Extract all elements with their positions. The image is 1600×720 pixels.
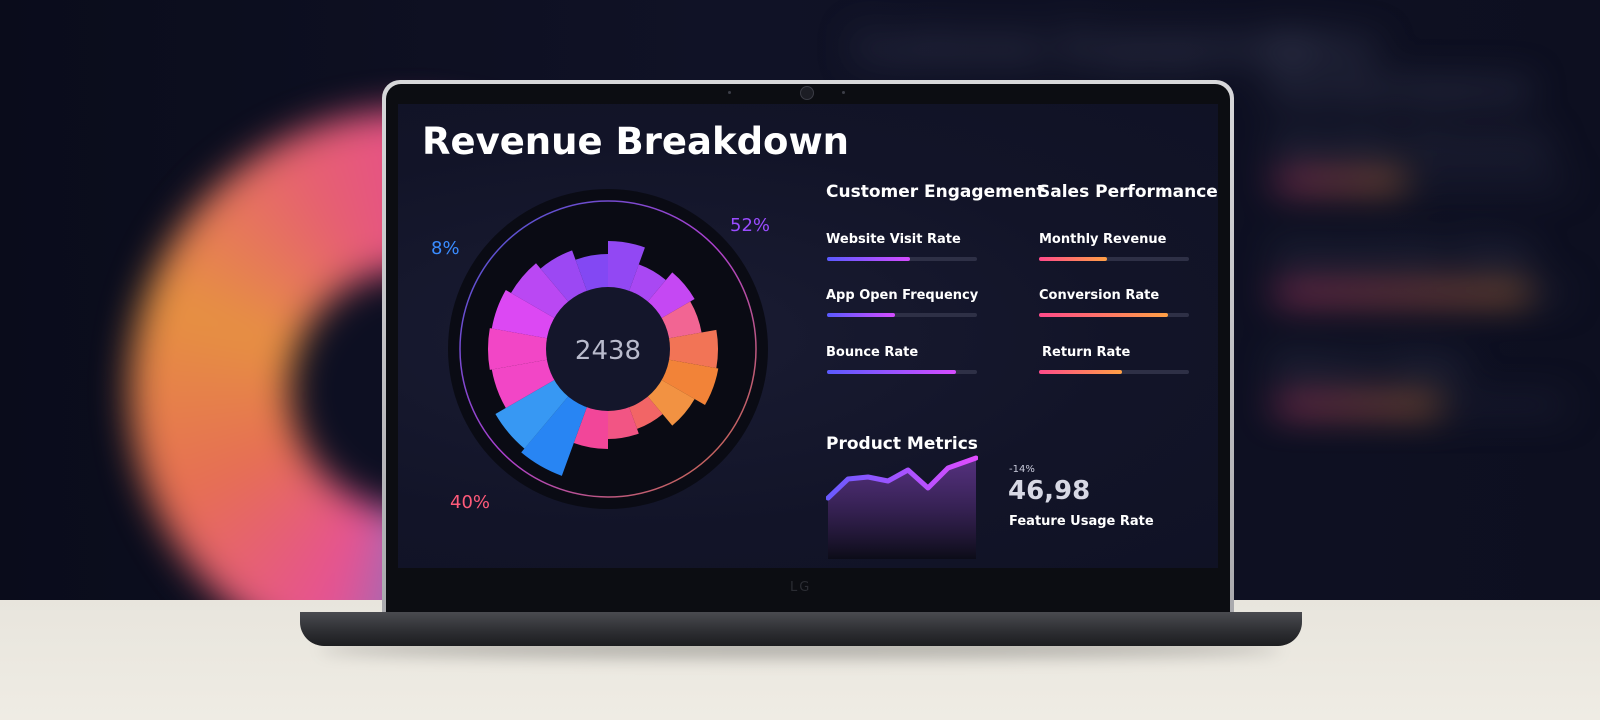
background-header-engagement: Customer Engagement [855,28,1318,69]
background-bar-track [1275,176,1565,186]
metric-label: App Open Frequency [826,288,979,303]
chart-petal [575,254,608,293]
webcam-icon [800,86,814,100]
metric-progress-fill [827,370,956,374]
chart-petal [608,241,645,293]
product-delta: -14% [1009,464,1035,475]
dashboard-screen: Revenue Breakdown 2438 8% 52% 40% Custom… [398,104,1218,568]
metric-progress-fill [827,313,895,317]
microphone-dot-icon [842,91,845,94]
metric-progress-fill [827,257,910,261]
chart-petal [521,394,588,476]
chart-petal [540,250,588,304]
chart-petal [667,329,718,369]
metric-progress-track [1039,313,1189,317]
page-title: Revenue Breakdown [422,120,849,163]
metric-label: Monthly Revenue [1039,232,1167,247]
metric-progress-fill [1039,313,1168,317]
revenue-radial-chart: 2438 8% 52% 40% [431,189,770,513]
metric-progress-track [827,370,977,374]
chart-petal [573,405,608,449]
background-label-conversion: Conversion Rate [1275,238,1534,271]
chart-petal [646,272,695,319]
chart-label-blue: 8% [431,238,460,259]
product-area-line [826,455,978,501]
metric-progress-fill [1039,257,1107,261]
chart-label-purple: 52% [730,215,770,236]
chart-center-value: 2438 [575,336,641,366]
customer-engagement-title: Customer Engagement [826,182,1045,202]
metric-label: Bounce Rate [826,345,919,360]
chart-petal [659,301,702,339]
background-label-return: Return Rate [1275,350,1466,383]
chart-petals [488,241,719,476]
laptop-base [300,612,1302,646]
chart-petal [495,379,570,449]
chart-petal [608,405,639,439]
chart-petal [491,359,557,408]
chart-petal [646,379,695,426]
metric-progress-track [1039,370,1189,374]
chart-petal [659,359,719,405]
metric-progress-track [827,313,977,317]
product-metrics-title: Product Metrics [826,434,978,454]
product-area-chart [826,455,978,559]
metric-progress-track [827,257,977,261]
metric-label: Return Rate [1042,345,1131,360]
chart-petal [491,290,557,339]
microphone-dot-icon [728,91,731,94]
product-area-fill [828,458,976,559]
sales-performance-title: Sales Performance [1038,182,1218,202]
brand-logo: LG [790,580,812,595]
chart-outer-ring [459,200,757,498]
chart-label-orange: 40% [450,492,490,513]
background-bar-fill [1275,288,1530,298]
metric-label: Conversion Rate [1039,288,1160,303]
metric-progress-track [1039,257,1189,261]
background-bar-fill [1275,176,1405,186]
background-label-monthly: Monthly Revenue [1275,128,1550,161]
product-value: 46,98 [1008,476,1091,506]
background-header-sales: Sales Performance [1270,28,1530,110]
chart-petal [628,264,666,304]
chart-petal [511,263,570,319]
metric-label: Website Visit Rate [826,232,961,247]
product-value-label: Feature Usage Rate [1009,514,1154,529]
chart-petal [488,328,549,370]
metric-progress-fill [1039,370,1122,374]
background-bar-fill [1275,400,1440,410]
chart-center-hole [546,287,670,411]
